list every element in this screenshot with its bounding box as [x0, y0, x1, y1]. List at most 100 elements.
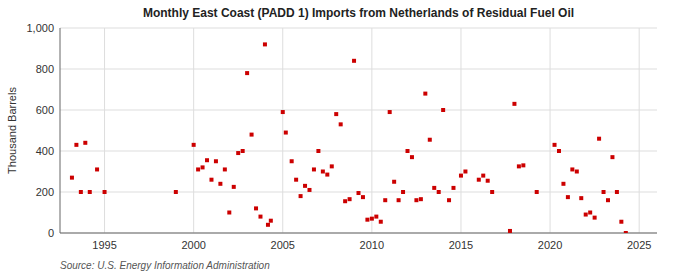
point — [512, 102, 516, 106]
point — [575, 170, 579, 174]
point — [615, 190, 619, 194]
point — [205, 158, 209, 162]
x-grid-line — [193, 28, 194, 233]
x-tick-label: 2025 — [627, 239, 651, 251]
point — [428, 138, 432, 142]
point — [419, 197, 423, 201]
point — [321, 170, 325, 174]
point — [388, 110, 392, 114]
point — [343, 199, 347, 203]
x-grid-line — [460, 28, 461, 233]
point — [266, 223, 270, 227]
point — [95, 167, 99, 171]
y-tick-label: 1,000 — [26, 22, 54, 34]
x-grid-line — [104, 28, 105, 233]
point — [223, 167, 227, 171]
point — [236, 151, 240, 155]
point — [486, 179, 490, 183]
point — [459, 174, 463, 178]
point — [303, 184, 307, 188]
x-tick-label: 2020 — [538, 239, 562, 251]
source-note: Source: U.S. Energy Information Administ… — [60, 260, 270, 271]
point — [579, 196, 583, 200]
point — [294, 178, 298, 182]
point — [299, 194, 303, 198]
point — [192, 143, 196, 147]
points — [70, 42, 628, 233]
point — [174, 190, 178, 194]
point — [196, 167, 200, 171]
point — [209, 178, 213, 182]
point — [553, 143, 557, 147]
chart: 02004006008001,0001995200020052010201520… — [0, 0, 675, 275]
x-tick-label: 2005 — [271, 239, 295, 251]
y-axis-label: Thousand Barrels — [6, 87, 18, 174]
point — [334, 112, 338, 116]
point — [517, 164, 521, 168]
y-grid-line — [60, 69, 657, 70]
point — [557, 149, 561, 153]
x-tick-label: 1995 — [92, 239, 116, 251]
x-grid-line — [371, 28, 372, 233]
x-grid-line — [639, 28, 640, 233]
point — [406, 149, 410, 153]
point — [447, 198, 451, 202]
point — [410, 155, 414, 159]
title: Monthly East Coast (PADD 1) Imports from… — [143, 6, 574, 20]
point — [83, 141, 87, 145]
point — [606, 198, 610, 202]
point — [566, 195, 570, 199]
point — [379, 220, 383, 224]
point — [401, 190, 405, 194]
y-axis-line — [60, 28, 61, 233]
point — [365, 218, 369, 222]
point — [70, 176, 74, 180]
point — [284, 131, 288, 135]
x-grid-line — [282, 28, 283, 233]
point — [561, 182, 565, 186]
point — [241, 149, 245, 153]
point — [374, 215, 378, 219]
point — [451, 186, 455, 190]
point — [508, 229, 512, 233]
point — [316, 149, 320, 153]
point — [357, 191, 361, 195]
point — [263, 42, 267, 46]
point — [383, 198, 387, 202]
point — [392, 180, 396, 184]
point — [254, 206, 258, 210]
point — [370, 217, 374, 221]
point — [88, 190, 92, 194]
y-tick-label: 600 — [36, 104, 54, 116]
grid — [60, 28, 657, 233]
point — [227, 211, 231, 215]
point — [602, 190, 606, 194]
y-grid-line — [60, 233, 657, 234]
point — [214, 159, 218, 163]
point — [352, 59, 356, 63]
y-grid-line — [60, 28, 657, 29]
point — [437, 190, 441, 194]
point — [218, 182, 222, 186]
point — [79, 190, 83, 194]
point — [441, 108, 445, 112]
x-tick-label: 2015 — [449, 239, 473, 251]
point — [432, 186, 436, 190]
point — [312, 167, 316, 171]
point — [477, 178, 481, 182]
point — [330, 164, 334, 168]
point — [610, 155, 614, 159]
y-tick-label: 0 — [48, 227, 54, 239]
point — [624, 231, 628, 233]
point — [619, 220, 623, 224]
point — [201, 165, 205, 169]
point — [281, 110, 285, 114]
y-tick-label: 400 — [36, 145, 54, 157]
point — [597, 137, 601, 141]
point — [588, 211, 592, 215]
point — [570, 167, 574, 171]
point — [232, 185, 236, 189]
point — [535, 190, 539, 194]
point — [325, 173, 329, 177]
point — [584, 213, 588, 217]
